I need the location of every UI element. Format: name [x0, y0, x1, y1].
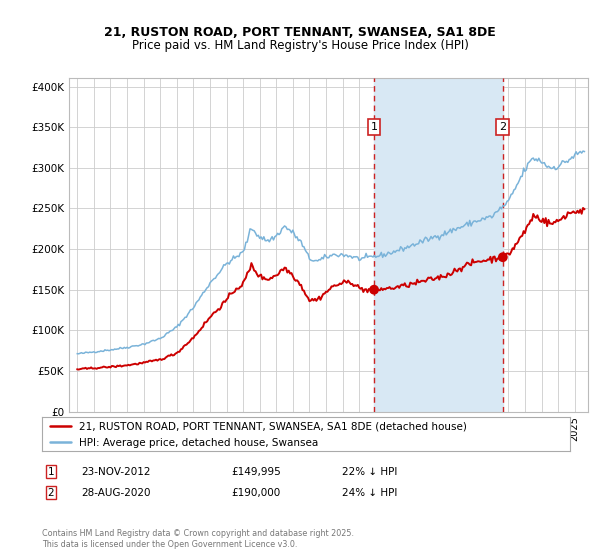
Text: This data is licensed under the Open Government Licence v3.0.: This data is licensed under the Open Gov…: [42, 540, 298, 549]
Text: Contains HM Land Registry data © Crown copyright and database right 2025.: Contains HM Land Registry data © Crown c…: [42, 529, 354, 538]
Text: 21, RUSTON ROAD, PORT TENNANT, SWANSEA, SA1 8DE (detached house): 21, RUSTON ROAD, PORT TENNANT, SWANSEA, …: [79, 421, 467, 431]
Text: HPI: Average price, detached house, Swansea: HPI: Average price, detached house, Swan…: [79, 438, 318, 448]
Text: 23-NOV-2012: 23-NOV-2012: [81, 466, 151, 477]
Point: [369, 285, 379, 294]
Bar: [374, 78, 503, 412]
Text: 2: 2: [47, 488, 55, 498]
Point: [498, 253, 508, 262]
Text: 21, RUSTON ROAD, PORT TENNANT, SWANSEA, SA1 8DE: 21, RUSTON ROAD, PORT TENNANT, SWANSEA, …: [104, 26, 496, 39]
Text: 24% ↓ HPI: 24% ↓ HPI: [342, 488, 397, 498]
Text: 2: 2: [499, 122, 506, 132]
Text: 1: 1: [371, 122, 377, 132]
Text: 22% ↓ HPI: 22% ↓ HPI: [342, 466, 397, 477]
Text: Price paid vs. HM Land Registry's House Price Index (HPI): Price paid vs. HM Land Registry's House …: [131, 39, 469, 53]
Text: 1: 1: [47, 466, 55, 477]
Text: £190,000: £190,000: [231, 488, 280, 498]
Text: 28-AUG-2020: 28-AUG-2020: [81, 488, 151, 498]
Text: £149,995: £149,995: [231, 466, 281, 477]
